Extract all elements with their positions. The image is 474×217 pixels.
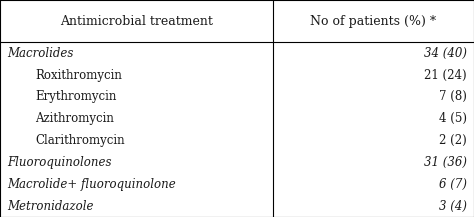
- Text: No of patients (%) *: No of patients (%) *: [310, 15, 437, 28]
- Text: Macrolides: Macrolides: [7, 47, 73, 60]
- Text: 3 (4): 3 (4): [439, 200, 467, 213]
- Text: 4 (5): 4 (5): [439, 112, 467, 125]
- Text: Erythromycin: Erythromycin: [36, 90, 117, 104]
- Text: Azithromycin: Azithromycin: [36, 112, 114, 125]
- Text: 2 (2): 2 (2): [439, 134, 467, 147]
- Text: Antimicrobial treatment: Antimicrobial treatment: [60, 15, 213, 28]
- Text: Metronidazole: Metronidazole: [7, 200, 93, 213]
- Text: 6 (7): 6 (7): [439, 178, 467, 191]
- Text: 34 (40): 34 (40): [424, 47, 467, 60]
- Text: 31 (36): 31 (36): [424, 156, 467, 169]
- Text: Clarithromycin: Clarithromycin: [36, 134, 125, 147]
- Text: Fluoroquinolones: Fluoroquinolones: [7, 156, 111, 169]
- Text: Roxithromycin: Roxithromycin: [36, 69, 122, 82]
- Text: Macrolide+ fluoroquinolone: Macrolide+ fluoroquinolone: [7, 178, 176, 191]
- Text: 7 (8): 7 (8): [439, 90, 467, 104]
- Text: 21 (24): 21 (24): [424, 69, 467, 82]
